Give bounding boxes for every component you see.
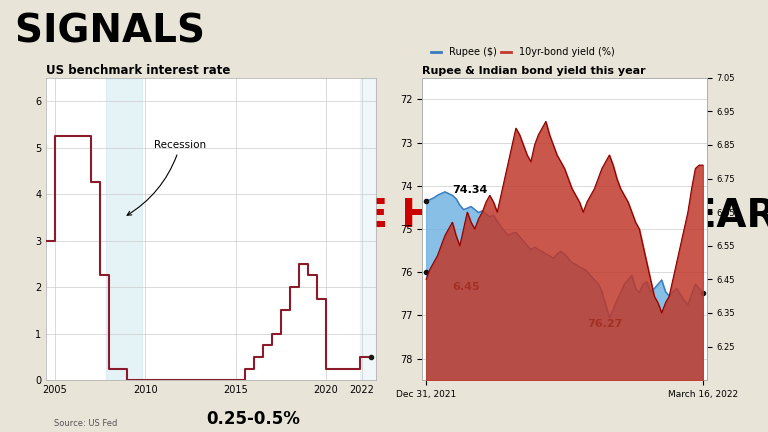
Text: Rupee & Indian bond yield this year: Rupee & Indian bond yield this year: [422, 66, 646, 76]
Legend: Rupee ($), 10yr-bond yield (%): Rupee ($), 10yr-bond yield (%): [427, 43, 618, 61]
Text: 74.34: 74.34: [452, 185, 488, 195]
Text: US benchmark interest rate: US benchmark interest rate: [46, 64, 230, 76]
Text: Recession: Recession: [127, 140, 207, 215]
Text: 6.45: 6.45: [452, 282, 480, 292]
Text: 0.25-0.5%: 0.25-0.5%: [207, 410, 300, 428]
Bar: [106, 78, 142, 380]
Text: 6.79: 6.79: [650, 214, 681, 227]
Bar: [360, 78, 376, 380]
Text: THIS YEAR: THIS YEAR: [533, 197, 768, 235]
Text: 76.27: 76.27: [587, 319, 622, 329]
Text: SIGNALS: SIGNALS: [15, 13, 219, 50]
Text: 6 MORE HIKES: 6 MORE HIKES: [219, 197, 533, 235]
Text: Source: US Fed: Source: US Fed: [54, 419, 118, 428]
